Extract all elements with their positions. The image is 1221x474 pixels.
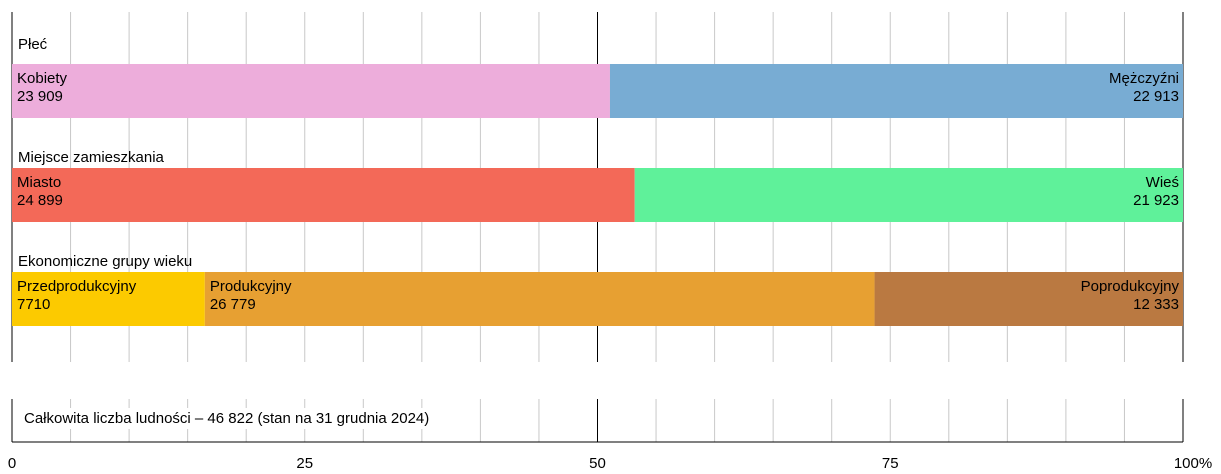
group-title-0: Płeć	[18, 36, 48, 53]
group-title-2: Ekonomiczne grupy wieku	[18, 253, 192, 270]
segment-label-1-0: Miasto	[17, 174, 61, 191]
segment-label-2-2: Poprodukcyjny	[1081, 278, 1180, 295]
bar-segment-1-1	[634, 168, 1183, 222]
footer-label-backdrop	[20, 408, 434, 429]
segment-value-2-2: 12 333	[1133, 296, 1179, 313]
bar-segment-2-2	[874, 272, 1183, 326]
bar-segment-2-0	[12, 272, 205, 326]
bar-segment-0-0	[12, 64, 610, 118]
segment-value-0-0: 23 909	[17, 88, 63, 105]
segment-value-0-1: 22 913	[1133, 88, 1179, 105]
bar-segment-2-1	[204, 272, 875, 326]
footer-total-label: Całkowita liczba ludności – 46 822 (stan…	[24, 410, 429, 427]
segment-value-2-1: 26 779	[210, 296, 256, 313]
segment-label-0-0: Kobiety	[17, 70, 68, 87]
x-tick-label-0: 0	[8, 455, 16, 472]
segment-label-2-1: Produkcyjny	[210, 278, 292, 295]
bar-segment-0-1	[609, 64, 1183, 118]
segment-label-2-0: Przedprodukcyjny	[17, 278, 137, 295]
x-tick-label-1: 25	[296, 455, 313, 472]
group-title-1: Miejsce zamieszkania	[18, 149, 165, 166]
x-tick-label-4: 100%	[1174, 455, 1212, 472]
bar-segment-1-0	[12, 168, 635, 222]
segment-label-0-1: Mężczyźni	[1109, 70, 1179, 87]
segment-value-2-0: 7710	[17, 296, 50, 313]
segment-value-1-1: 21 923	[1133, 192, 1179, 209]
x-tick-label-3: 75	[882, 455, 899, 472]
segment-label-1-1: Wieś	[1146, 174, 1179, 191]
x-tick-label-2: 50	[589, 455, 606, 472]
segment-value-1-0: 24 899	[17, 192, 63, 209]
